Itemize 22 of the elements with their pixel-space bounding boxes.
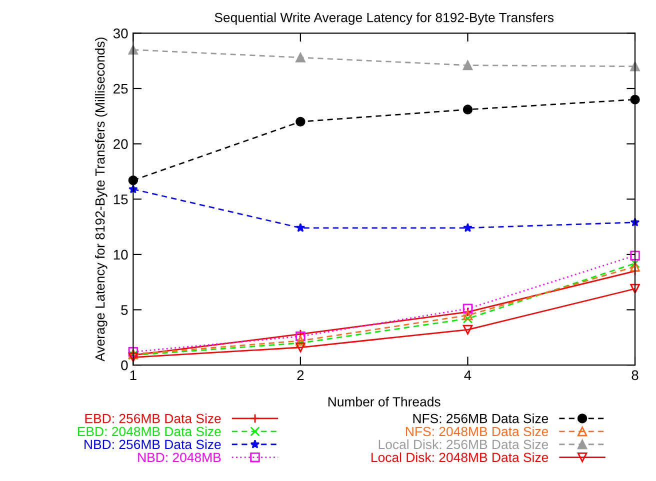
x-tick-label: 2 xyxy=(297,370,304,380)
y-tick-label: 15 xyxy=(114,194,128,204)
y-tick-label: 5 xyxy=(121,305,128,315)
y-tick-label: 30 xyxy=(113,28,128,38)
x-tick-label: 1 xyxy=(130,370,136,380)
legend-label: NBD: 2048MB xyxy=(138,452,221,462)
chart-title: Sequential Write Average Latency for 8192-Byte Transfers xyxy=(214,12,554,25)
legend-label: Local Disk: 2048MB Data Size xyxy=(372,452,548,462)
y-tick-label: 20 xyxy=(114,139,128,149)
y-tick-label: 10 xyxy=(114,250,128,260)
legend-label: EBD: 2048MB Data Size xyxy=(78,426,221,436)
legend-label: NFS: 2048MB Data Size xyxy=(406,426,548,436)
x-tick-label: 8 xyxy=(632,370,638,380)
y-tick-label: 25 xyxy=(114,84,128,94)
legend-label: EBD: 256MB Data Size xyxy=(85,414,221,424)
y-tick-label: 0 xyxy=(121,360,128,370)
legend-label: Local Disk: 256MB Data Size xyxy=(378,439,548,450)
x-tick-label: 4 xyxy=(464,370,472,380)
y-axis-title: Average Latency for 8192-Byte Transfers (Milliseconds) xyxy=(95,38,108,362)
legend-label: NBD: 256MB Data Size xyxy=(84,439,221,450)
legend-label: NFS: 256MB Data Size xyxy=(413,414,548,424)
x-axis-title: Number of Threads xyxy=(328,396,440,406)
